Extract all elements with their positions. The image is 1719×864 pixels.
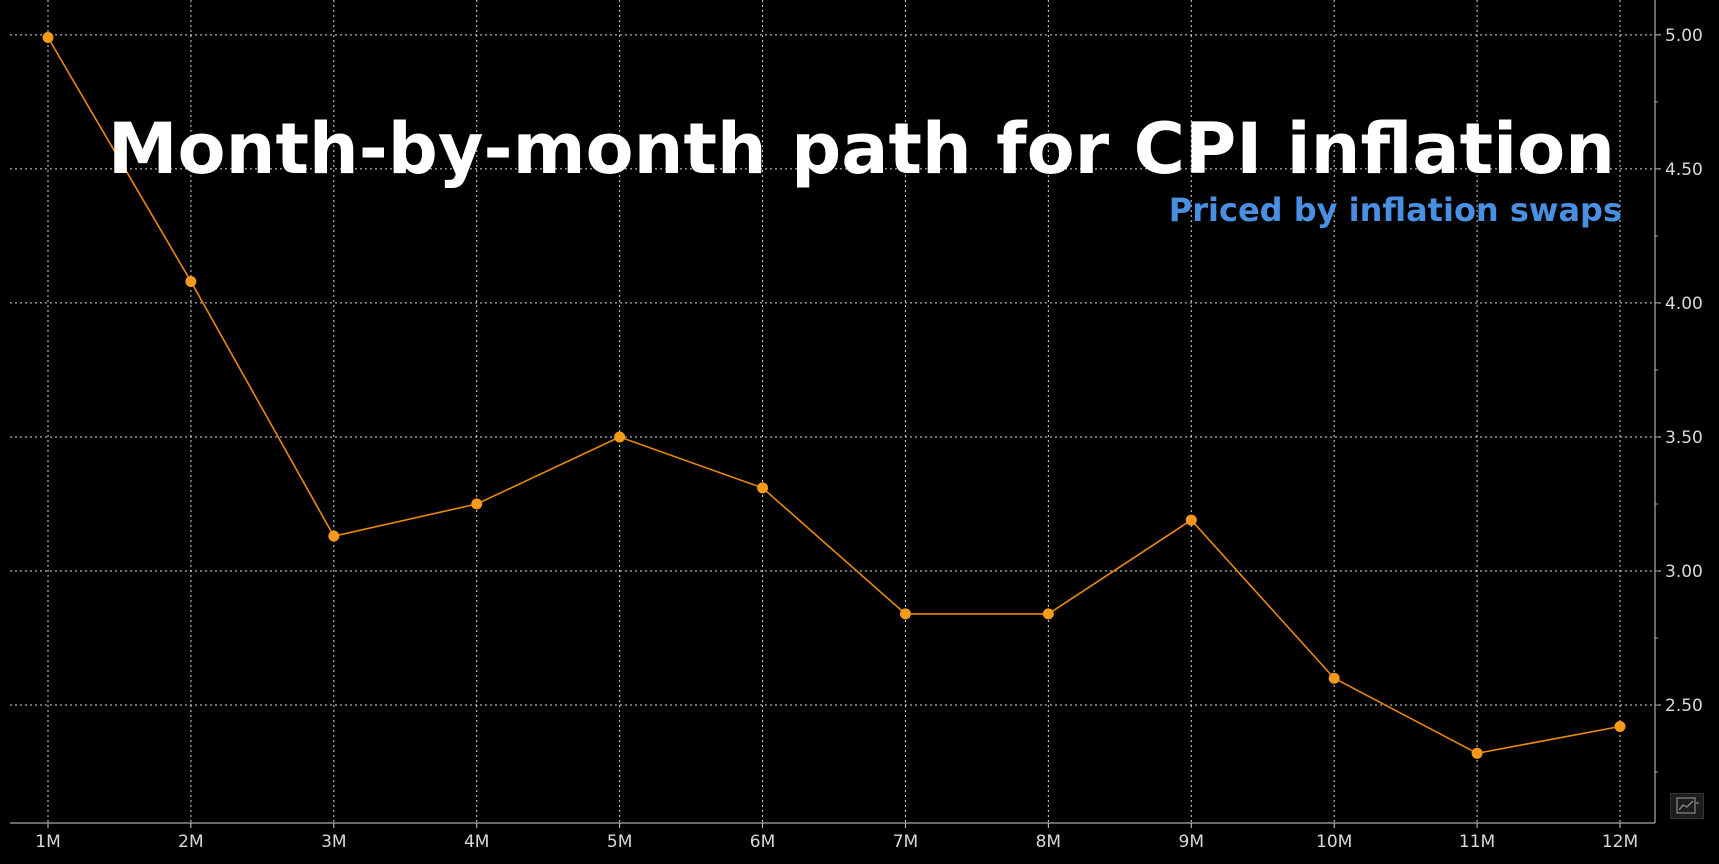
y-tick-label: 3.50 xyxy=(1665,428,1703,448)
line-chart-icon xyxy=(1676,797,1699,814)
y-tick-label: 2.50 xyxy=(1665,696,1703,716)
label-layer: 1M 2M 3M 4M 5M 6M 7M 8M 9M 10M 11M 12M 5.00 4.50 4.00 3… xyxy=(35,26,1703,852)
x-tick-label: 6M xyxy=(750,832,775,852)
data-point xyxy=(185,275,197,287)
x-tick-label: 11M xyxy=(1459,832,1495,852)
x-tick-label: 4M xyxy=(464,832,489,852)
data-point xyxy=(471,498,483,510)
x-tick-label: 9M xyxy=(1179,832,1204,852)
y-tick-label: 5.00 xyxy=(1665,26,1703,46)
data-point xyxy=(1328,672,1340,684)
y-tick-label: 4.50 xyxy=(1665,160,1703,180)
x-tick-label: 7M xyxy=(893,832,918,852)
data-point xyxy=(757,482,769,494)
data-point xyxy=(1471,747,1483,759)
series-line xyxy=(47,37,1621,755)
data-point xyxy=(1042,608,1054,620)
y-tick-label: 4.00 xyxy=(1665,294,1703,314)
data-point xyxy=(42,32,54,44)
x-tick-label: 10M xyxy=(1316,832,1352,852)
x-tick-label: 1M xyxy=(35,832,60,852)
data-point xyxy=(1185,514,1197,526)
x-tick-label: 2M xyxy=(178,832,203,852)
data-point xyxy=(328,530,340,542)
series-layer xyxy=(42,32,1626,759)
x-tick-label: 12M xyxy=(1602,832,1638,852)
grid-layer xyxy=(10,0,1655,823)
x-tick-label: 8M xyxy=(1036,832,1061,852)
chart-subtitle: Priced by inflation swaps xyxy=(1169,191,1622,229)
x-tick-label: 3M xyxy=(321,832,346,852)
data-point xyxy=(614,431,626,443)
chart-type-button[interactable] xyxy=(1670,793,1704,819)
y-tick-label: 3.00 xyxy=(1665,562,1703,582)
axis-layer xyxy=(10,0,1661,828)
chart-title: Month-by-month path for CPI inflation xyxy=(108,108,1615,190)
data-point xyxy=(1614,720,1626,732)
x-tick-label: 5M xyxy=(607,832,632,852)
data-point xyxy=(899,608,911,620)
